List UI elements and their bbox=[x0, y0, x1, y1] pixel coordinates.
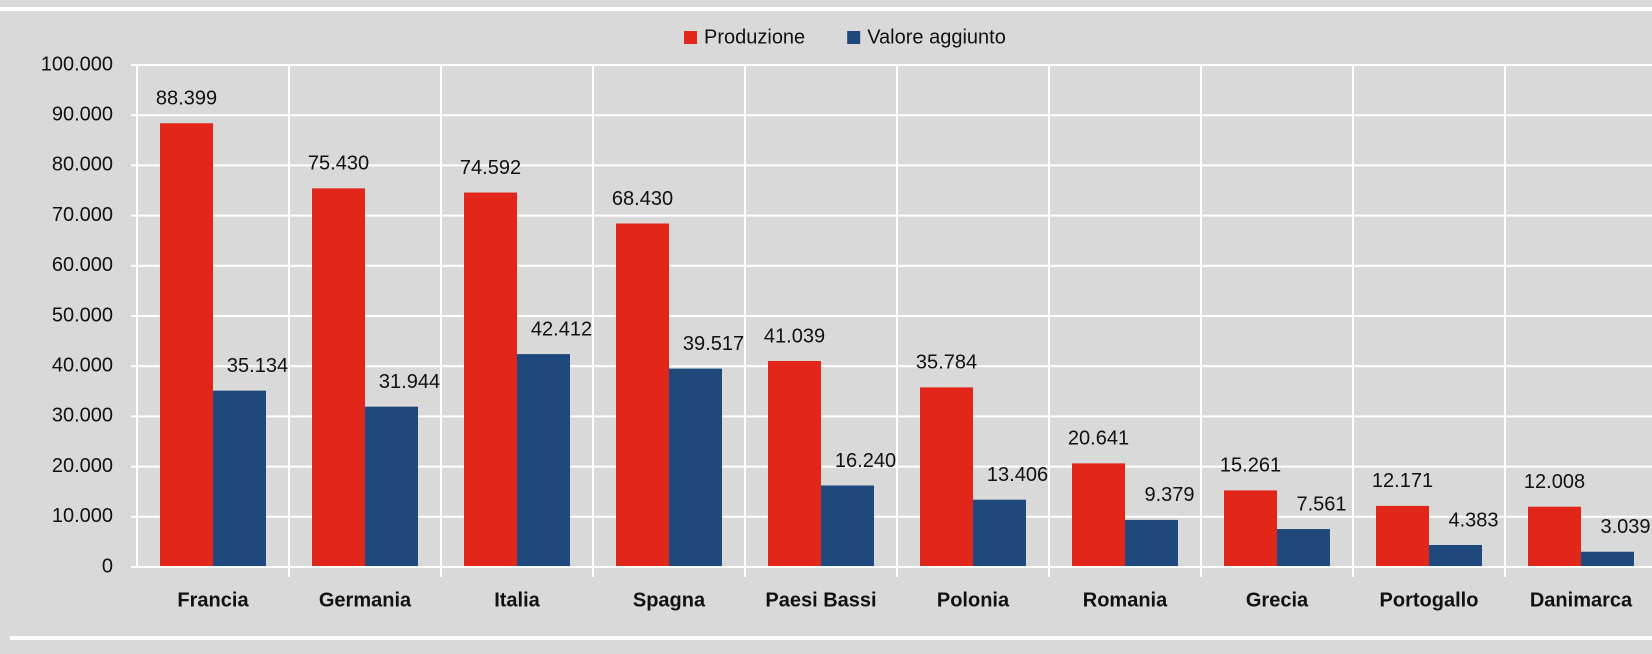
data-label: 35.784 bbox=[916, 352, 977, 374]
bar bbox=[1224, 490, 1277, 567]
bar bbox=[973, 499, 1026, 567]
legend-label: Produzione bbox=[704, 26, 805, 48]
legend-swatch bbox=[684, 31, 697, 44]
data-label: 41.039 bbox=[764, 325, 825, 347]
legend-swatch bbox=[847, 31, 861, 44]
bar bbox=[464, 192, 517, 567]
y-tick-label: 30.000 bbox=[52, 405, 113, 427]
data-label: 88.399 bbox=[156, 88, 217, 110]
data-label: 7.561 bbox=[1296, 493, 1346, 515]
data-label: 74.592 bbox=[460, 157, 521, 179]
data-label: 68.430 bbox=[612, 188, 673, 210]
y-tick-label: 70.000 bbox=[52, 204, 113, 226]
bar bbox=[616, 223, 669, 568]
y-tick-label: 50.000 bbox=[52, 304, 113, 326]
bar bbox=[1072, 463, 1125, 567]
x-tick-label: Paesi Bassi bbox=[765, 589, 876, 611]
bar bbox=[821, 485, 874, 567]
bar bbox=[365, 406, 418, 567]
legend-label: Valore aggiunto bbox=[867, 26, 1006, 48]
data-label: 12.008 bbox=[1524, 471, 1585, 493]
data-label: 4.383 bbox=[1448, 509, 1498, 531]
y-tick-label: 10.000 bbox=[52, 505, 113, 527]
bar bbox=[213, 390, 266, 567]
y-tick-label: 40.000 bbox=[52, 354, 113, 376]
data-label: 42.412 bbox=[531, 318, 592, 340]
bar bbox=[1528, 506, 1581, 567]
data-label: 12.171 bbox=[1372, 470, 1433, 492]
y-tick-label: 60.000 bbox=[52, 254, 113, 276]
bar bbox=[517, 354, 570, 567]
x-tick-label: Portogallo bbox=[1380, 589, 1479, 611]
x-tick-label: Italia bbox=[494, 589, 540, 611]
bar bbox=[160, 123, 213, 567]
y-tick-label: 100.000 bbox=[41, 53, 113, 75]
bar bbox=[1376, 505, 1429, 567]
y-tick-label: 80.000 bbox=[52, 154, 113, 176]
data-label: 15.261 bbox=[1220, 455, 1281, 477]
bar bbox=[669, 368, 722, 567]
bar bbox=[768, 360, 821, 567]
data-label: 3.039 bbox=[1600, 516, 1650, 538]
y-tick-label: 90.000 bbox=[52, 103, 113, 125]
data-label: 35.134 bbox=[227, 355, 288, 377]
data-label: 13.406 bbox=[987, 464, 1048, 486]
x-tick-label: Polonia bbox=[937, 589, 1010, 611]
x-tick-label: Germania bbox=[319, 589, 412, 611]
x-tick-label: Grecia bbox=[1246, 589, 1309, 611]
data-label: 16.240 bbox=[835, 450, 896, 472]
bar bbox=[312, 188, 365, 567]
x-tick-label: Spagna bbox=[633, 589, 706, 611]
y-tick-label: 0 bbox=[102, 555, 113, 577]
y-tick-label: 20.000 bbox=[52, 455, 113, 477]
data-label: 39.517 bbox=[683, 333, 744, 355]
data-label: 20.641 bbox=[1068, 428, 1129, 450]
bar bbox=[1429, 544, 1482, 567]
bar bbox=[1277, 529, 1330, 567]
bar bbox=[920, 387, 973, 567]
data-label: 9.379 bbox=[1144, 484, 1194, 506]
data-label: 75.430 bbox=[308, 153, 369, 175]
x-tick-label: Danimarca bbox=[1530, 589, 1633, 611]
bar bbox=[1581, 551, 1634, 567]
data-label: 31.944 bbox=[379, 371, 440, 393]
x-tick-label: Romania bbox=[1083, 589, 1168, 611]
bar bbox=[1125, 519, 1178, 567]
x-tick-label: Francia bbox=[177, 589, 249, 611]
